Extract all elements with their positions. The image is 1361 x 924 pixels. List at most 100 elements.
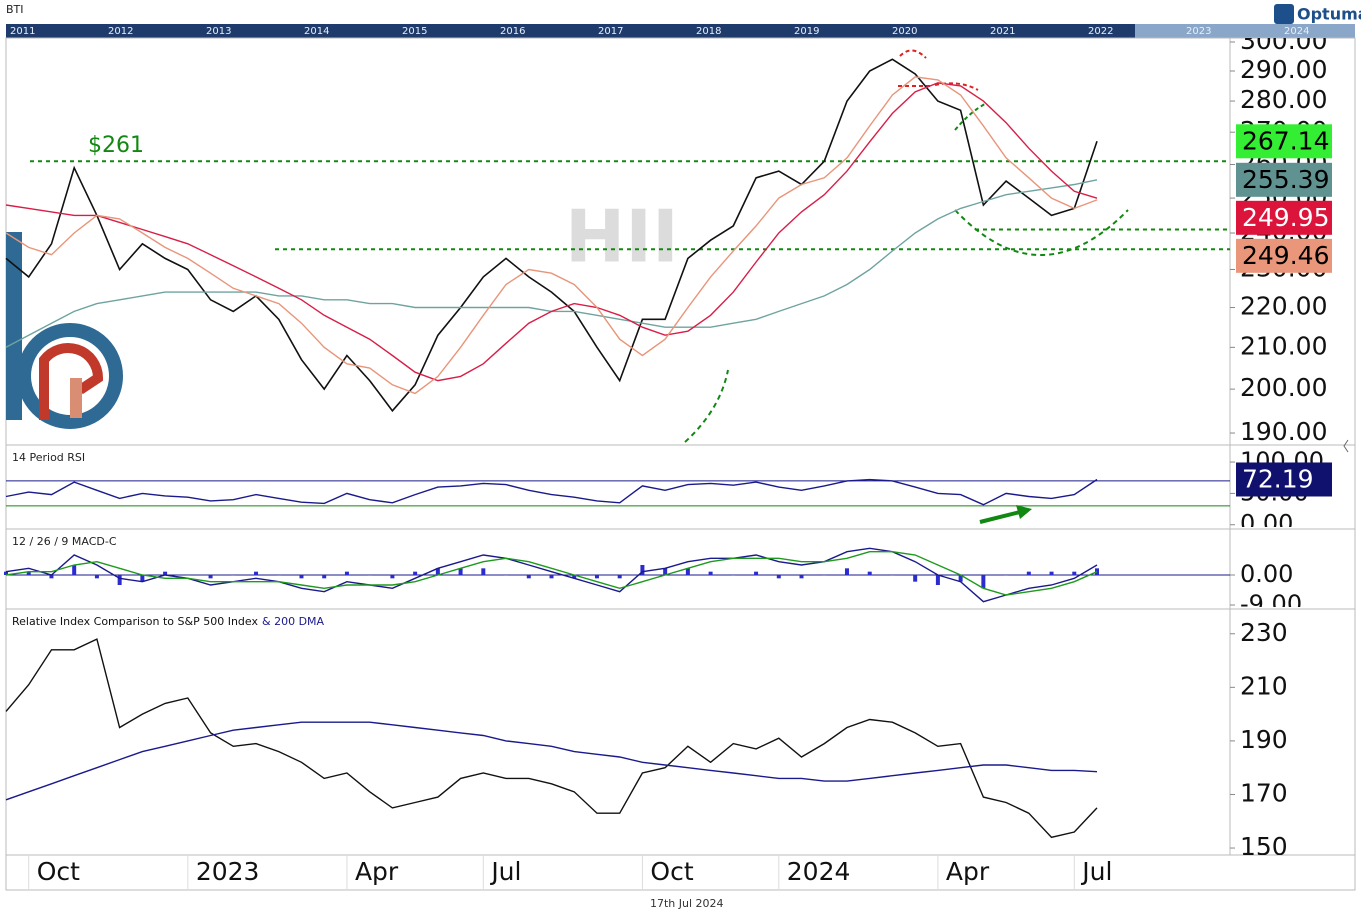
price-tag: 249.46	[1236, 238, 1332, 273]
histogram-bar	[481, 568, 486, 575]
y-tick-label: 0.00	[1240, 560, 1293, 588]
histogram-bar	[117, 575, 122, 585]
timeline-year: 2019	[794, 26, 819, 37]
histogram-bar	[185, 575, 190, 576]
timeline-year: 2022	[1088, 26, 1113, 37]
trend-arc	[684, 369, 729, 443]
histogram-bar	[1072, 571, 1077, 575]
histogram-bar	[913, 575, 918, 582]
series-line	[5, 82, 1098, 382]
histogram-bar	[685, 568, 690, 575]
timeline-year: 2024	[1284, 26, 1309, 37]
histogram-bar	[890, 575, 895, 576]
price-tag-label: 72.19	[1242, 464, 1314, 493]
ticker: BTI	[6, 3, 24, 16]
histogram-bar	[208, 575, 213, 579]
panel-title: 14 Period RSI	[12, 451, 85, 464]
histogram-bar	[958, 575, 963, 582]
y-tick-label: 220.00	[1240, 292, 1327, 321]
x-tick-label: Oct	[37, 857, 80, 886]
y-tick-label: 300.00	[1240, 26, 1327, 55]
histogram-bar	[754, 571, 759, 575]
green-mini-arc	[954, 103, 986, 131]
legend-entry: Relative Index Comparison to S&P 500 Ind…	[12, 615, 258, 628]
watermark: HII	[565, 195, 679, 279]
histogram-bar	[981, 575, 986, 589]
histogram-bar	[844, 568, 849, 575]
histogram-bar	[549, 575, 554, 579]
x-tick-label: Apr	[946, 857, 990, 886]
price-tag: 249.95	[1236, 200, 1332, 235]
histogram-bar	[640, 565, 645, 575]
panel	[5, 58, 1230, 413]
panel-title: 12 / 26 / 9 MACD-C	[12, 535, 117, 548]
series-line	[5, 76, 1098, 395]
series-line	[5, 638, 1098, 839]
y-tick-label: 190	[1240, 725, 1288, 754]
histogram-bar	[1004, 575, 1009, 576]
histogram-bar	[504, 575, 509, 576]
histogram-bar	[935, 575, 940, 585]
x-tick-label: 2023	[196, 857, 260, 886]
y-tick-label: 210.00	[1240, 331, 1327, 360]
panel-frames	[5, 37, 1356, 891]
histogram-bar	[1049, 571, 1054, 575]
top-arc-2	[898, 82, 979, 91]
price-tag-box	[1236, 462, 1332, 497]
brand: Optuma	[1297, 5, 1361, 24]
histogram-bar	[663, 568, 668, 575]
timeline-year: 2014	[304, 26, 329, 37]
timeline-year: 2021	[990, 26, 1015, 37]
histogram-bar	[822, 575, 827, 576]
y-tick-label: 230	[1240, 618, 1288, 647]
price-tag-label: 267.14	[1242, 126, 1329, 155]
x-tick-label: Oct	[650, 857, 693, 886]
timeline-year: 2012	[108, 26, 133, 37]
price-tag: 267.14	[1236, 124, 1332, 159]
timeline-year: 2023	[1186, 26, 1211, 37]
y-axis: 150 170 190 210 230	[1230, 618, 1288, 855]
y-tick-label: 210	[1240, 671, 1288, 700]
price-tag-box	[1236, 200, 1332, 235]
logo	[6, 232, 123, 429]
histogram-bar	[731, 575, 736, 576]
histogram-bar	[367, 575, 372, 576]
y-tick-label: 290.00	[1240, 55, 1327, 84]
timeline-year: 2013	[206, 26, 231, 37]
timeline-year: 2016	[500, 26, 525, 37]
x-tick-label: Apr	[355, 857, 399, 886]
panel	[5, 638, 1098, 839]
histogram-bar	[594, 575, 599, 579]
series-line	[5, 721, 1098, 801]
timeline-year: 2018	[696, 26, 721, 37]
histogram-bar	[799, 575, 804, 579]
price-tag-box	[1236, 238, 1332, 273]
panel	[4, 547, 1230, 603]
histogram-bar	[4, 571, 8, 575]
histogram-bar	[572, 575, 577, 579]
footer-date: 17th Jul 2024	[650, 897, 724, 910]
series-line	[5, 58, 1098, 413]
histogram-bar	[344, 571, 349, 575]
y-axis: 190.00200.00210.00220.00230.00240.00250.…	[1230, 26, 1327, 446]
histogram-bar	[254, 571, 259, 575]
histogram-bar	[231, 575, 236, 576]
y-tick-label: 190.00	[1240, 417, 1327, 446]
panel	[5, 478, 1230, 507]
scroll-arrow[interactable]	[1343, 439, 1349, 453]
histogram-bar	[1095, 568, 1099, 575]
y-tick-label: 0.00	[1240, 510, 1293, 538]
histogram-bar	[390, 575, 395, 579]
series-line	[5, 478, 1098, 506]
y-tick-label: -9.00	[1240, 590, 1302, 618]
histogram-bar	[413, 571, 418, 575]
histogram-bar	[72, 565, 77, 575]
price-tag-label: 255.39	[1242, 165, 1329, 194]
y-tick-label: 170	[1240, 778, 1288, 807]
histogram-bar	[276, 575, 281, 576]
histogram-bar	[458, 568, 463, 575]
histogram-bar	[1026, 571, 1031, 575]
timeline-year: 2020	[892, 26, 917, 37]
